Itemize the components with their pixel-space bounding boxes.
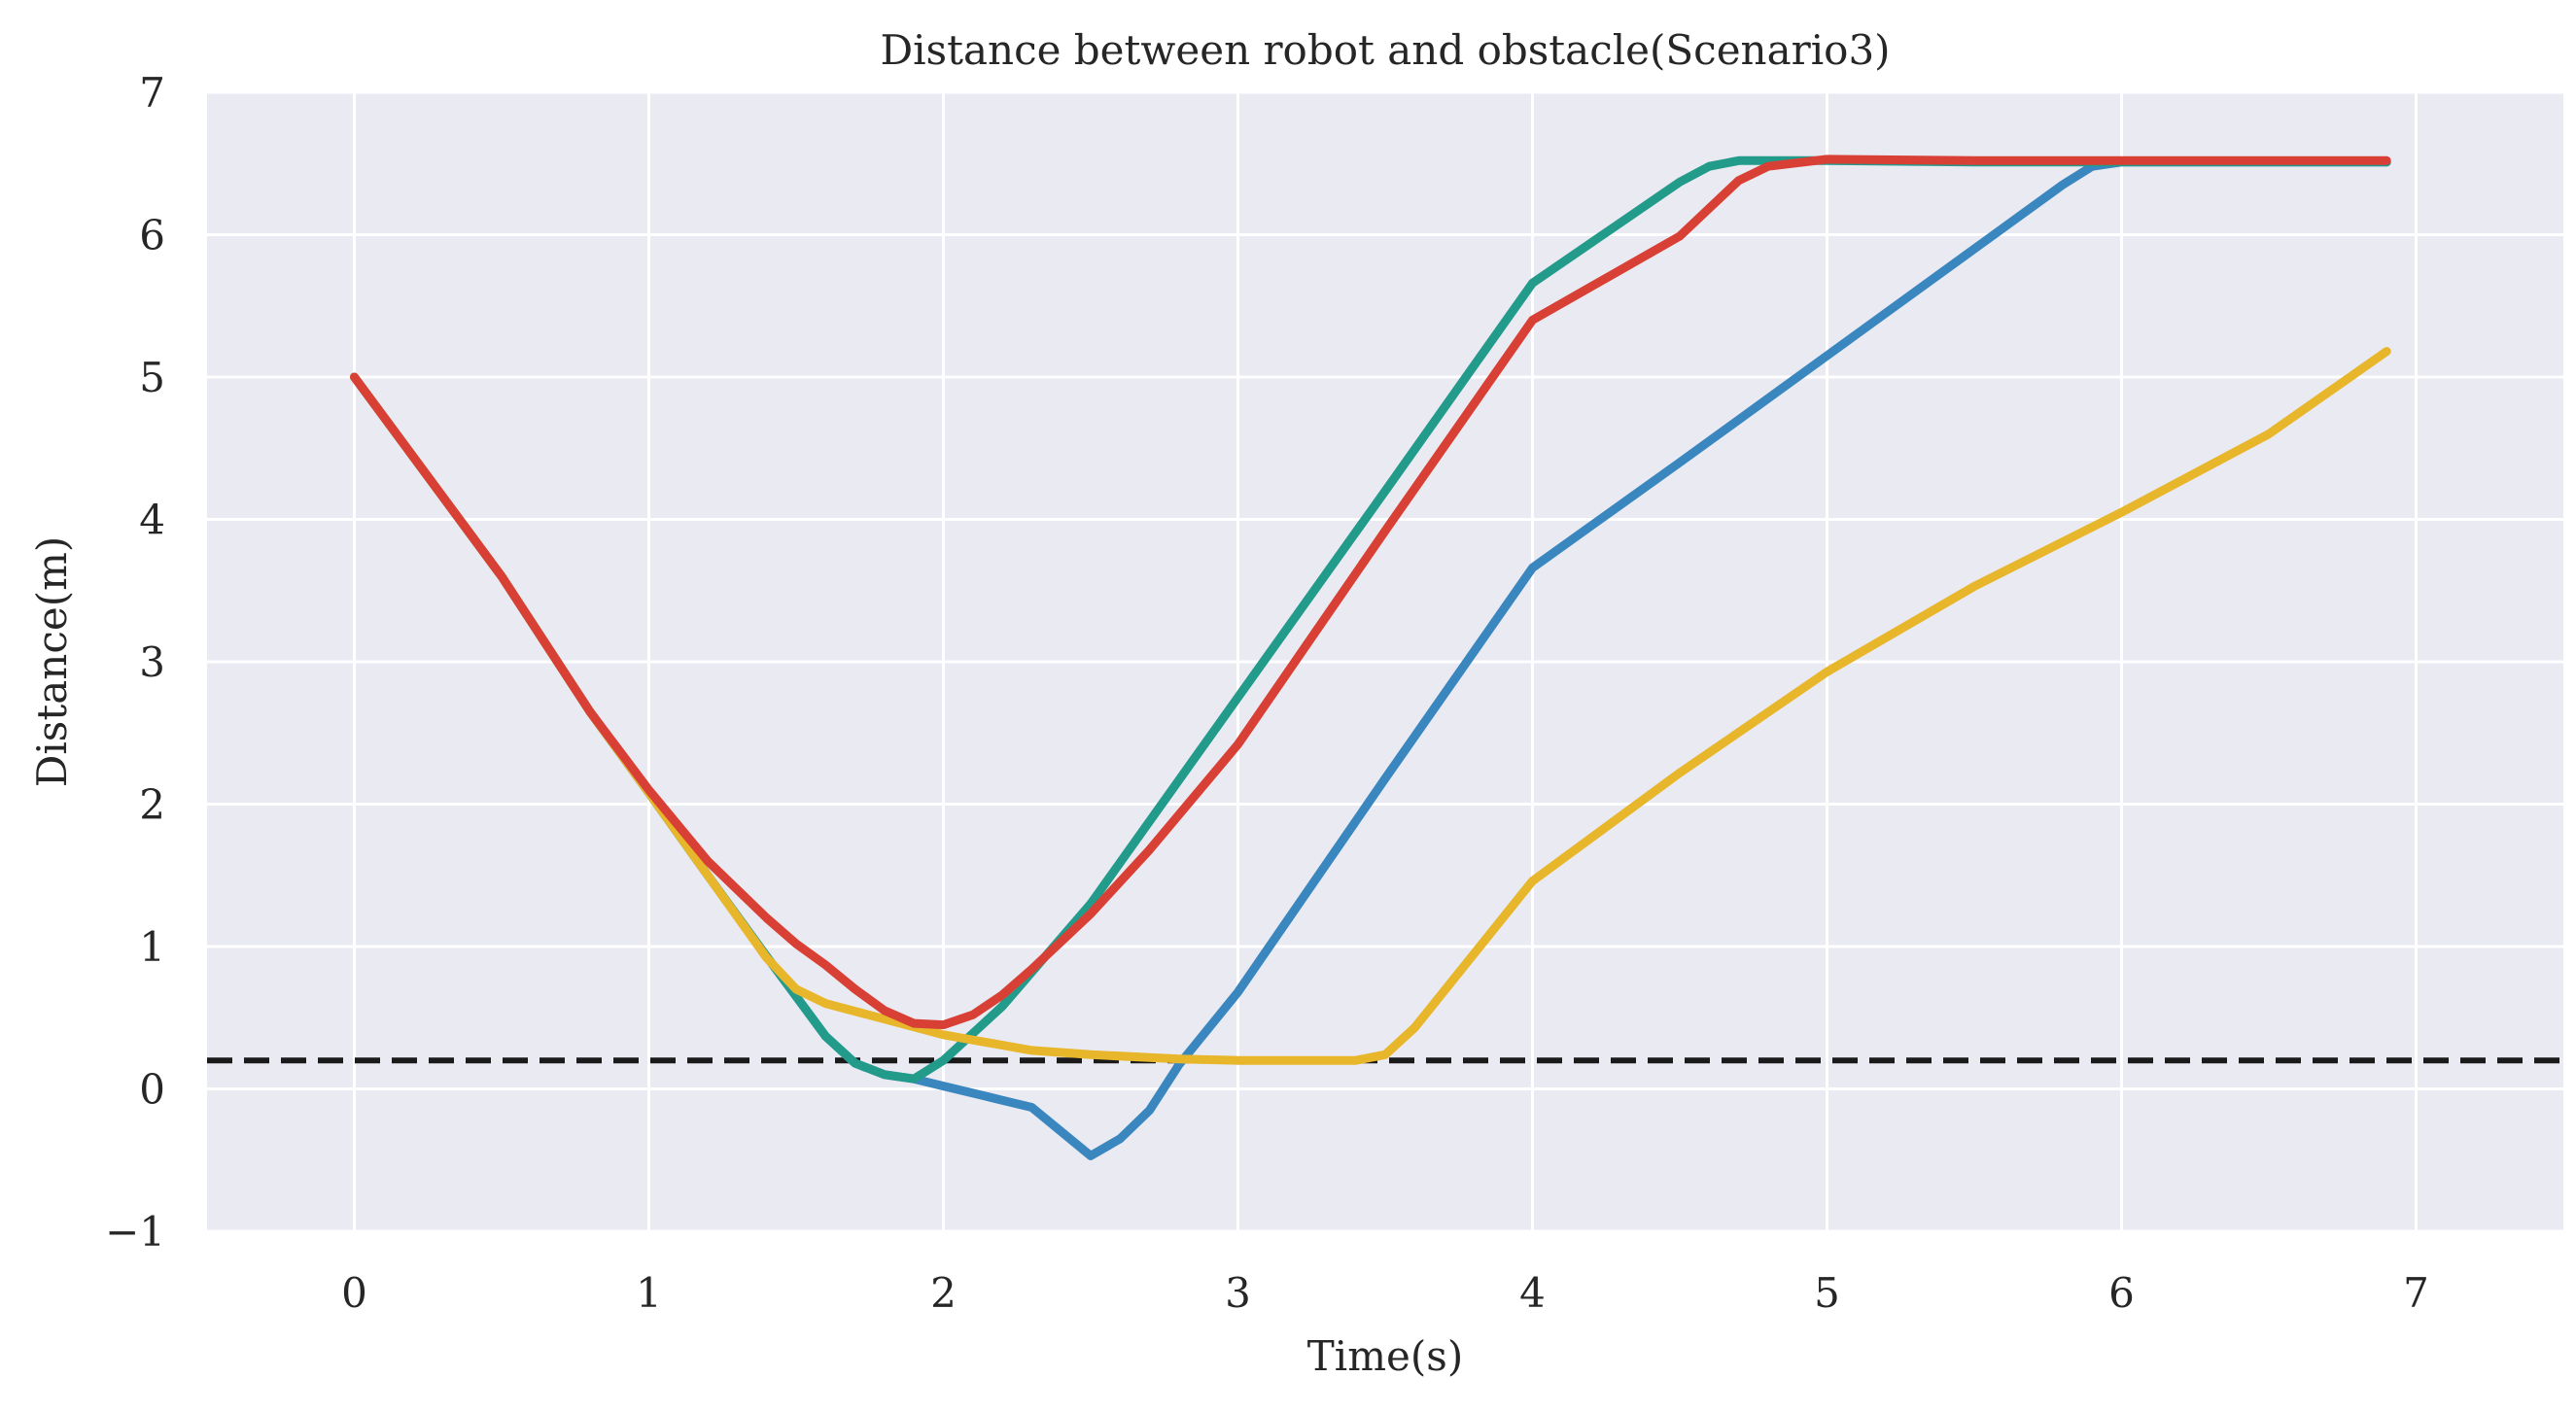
x-tick-label: 2 — [930, 1269, 957, 1317]
x-axis-label: Time(s) — [1307, 1332, 1463, 1380]
x-tick-label: 3 — [1225, 1269, 1251, 1317]
y-tick-labels: −1 0 1 2 3 4 5 6 7 — [105, 69, 165, 1256]
x-tick-label: 0 — [341, 1269, 367, 1317]
series-line-3 — [350, 347, 2391, 1065]
grid-lines — [207, 90, 2563, 1233]
y-tick-label: 1 — [139, 923, 165, 971]
series-line-4 — [350, 155, 2391, 1030]
y-tick-label: 7 — [139, 69, 165, 117]
series-lines — [350, 155, 2391, 1160]
chart-title: Distance between robot and obstacle(Scen… — [880, 26, 1890, 74]
y-tick-label: 0 — [139, 1066, 165, 1114]
x-tick-label: 5 — [1814, 1269, 1840, 1317]
x-tick-label: 1 — [636, 1269, 662, 1317]
y-tick-label: 5 — [139, 354, 165, 401]
x-tick-label: 7 — [2403, 1269, 2429, 1317]
y-tick-label: 3 — [139, 638, 165, 686]
x-tick-label: 6 — [2108, 1269, 2135, 1317]
y-tick-label: 6 — [139, 212, 165, 259]
x-tick-label: 4 — [1519, 1269, 1546, 1317]
y-tick-label: 4 — [139, 497, 165, 544]
y-tick-label: 2 — [139, 781, 165, 829]
x-tick-labels: 0 1 2 3 4 5 6 7 — [341, 1269, 2429, 1317]
y-axis-label: Distance(m) — [28, 536, 76, 788]
y-tick-label: −1 — [105, 1208, 165, 1256]
